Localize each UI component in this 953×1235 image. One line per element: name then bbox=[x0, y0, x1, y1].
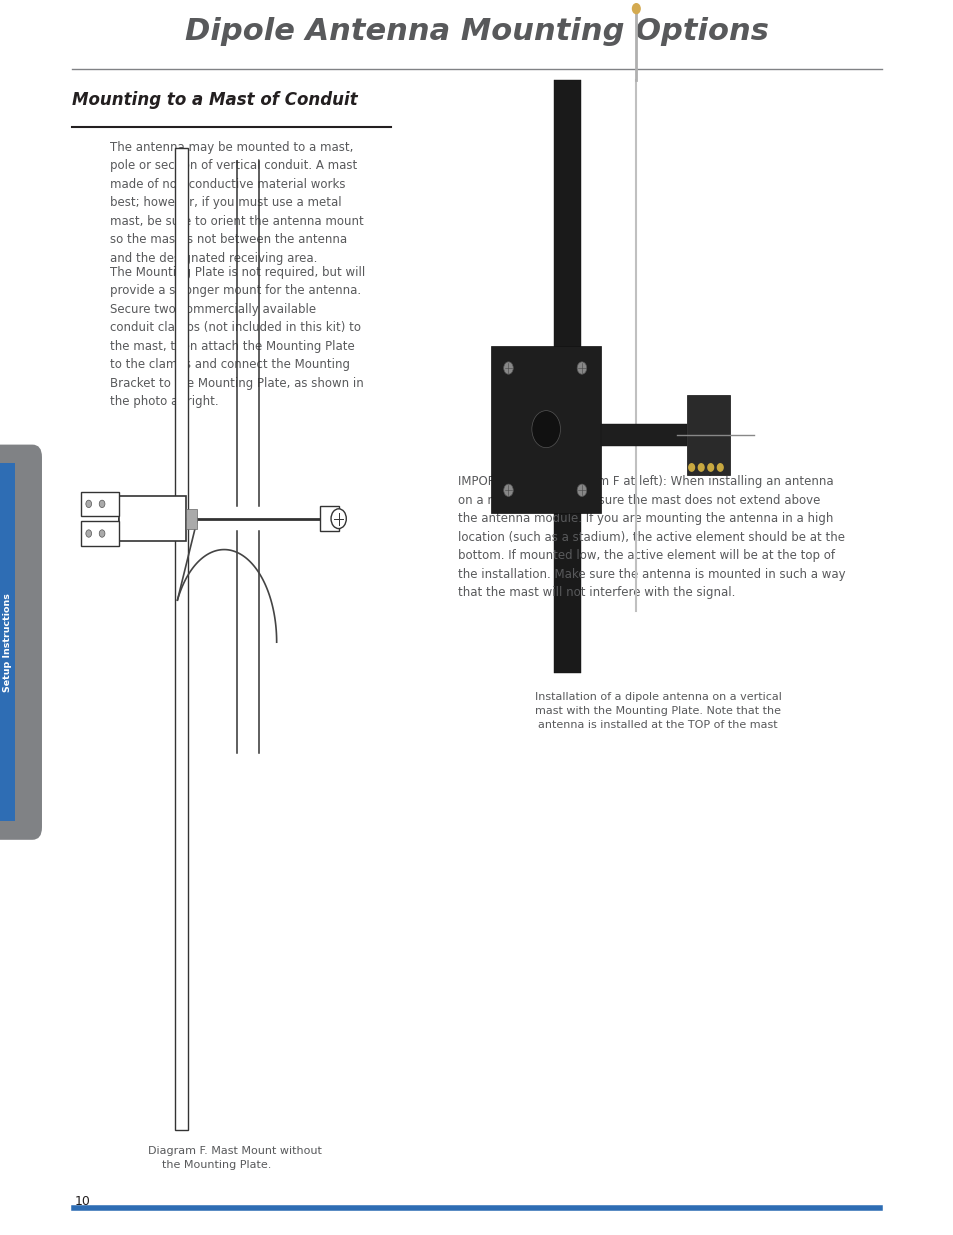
Bar bbox=[174, 148, 188, 1130]
Bar bbox=[119, 496, 186, 541]
Text: 10: 10 bbox=[74, 1194, 91, 1208]
Text: IMPORTANT (see Diagram F at left): When installing an antenna
on a metal mast, m: IMPORTANT (see Diagram F at left): When … bbox=[457, 475, 844, 599]
Bar bbox=[554, 80, 580, 673]
Text: Setup Instructions: Setup Instructions bbox=[3, 593, 12, 692]
Text: Diagram F. Mast Mount without
    the Mounting Plate.: Diagram F. Mast Mount without the Mounti… bbox=[148, 1146, 321, 1170]
Text: Dipole Antenna Mounting Options: Dipole Antenna Mounting Options bbox=[185, 17, 768, 46]
Circle shape bbox=[707, 463, 713, 472]
Circle shape bbox=[503, 484, 513, 496]
Text: The antenna may be mounted to a mast,
pole or section of vertical conduit. A mas: The antenna may be mounted to a mast, po… bbox=[110, 141, 363, 264]
Text: Installation of a dipole antenna on a vertical
mast with the Mounting Plate. Not: Installation of a dipole antenna on a ve… bbox=[535, 692, 781, 730]
Circle shape bbox=[503, 362, 513, 374]
Circle shape bbox=[331, 509, 346, 529]
Circle shape bbox=[99, 530, 105, 537]
Bar bbox=[600, 424, 686, 446]
Circle shape bbox=[698, 463, 703, 472]
Circle shape bbox=[86, 530, 91, 537]
Circle shape bbox=[632, 4, 639, 14]
Circle shape bbox=[532, 410, 559, 448]
Bar bbox=[186, 509, 197, 529]
Circle shape bbox=[688, 463, 694, 472]
Circle shape bbox=[717, 463, 722, 472]
Circle shape bbox=[577, 362, 586, 374]
Circle shape bbox=[99, 500, 105, 508]
Bar bbox=[686, 394, 729, 474]
Bar bbox=[319, 506, 338, 531]
Bar bbox=[491, 346, 600, 513]
Bar bbox=[0, 463, 15, 821]
Bar bbox=[81, 521, 119, 546]
Circle shape bbox=[86, 500, 91, 508]
Text: The Mounting Plate is not required, but will
provide a stronger mount for the an: The Mounting Plate is not required, but … bbox=[110, 266, 365, 408]
Text: Mounting to a Mast of Conduit: Mounting to a Mast of Conduit bbox=[71, 90, 357, 109]
Bar bbox=[81, 492, 119, 516]
FancyBboxPatch shape bbox=[0, 445, 42, 840]
Circle shape bbox=[577, 484, 586, 496]
